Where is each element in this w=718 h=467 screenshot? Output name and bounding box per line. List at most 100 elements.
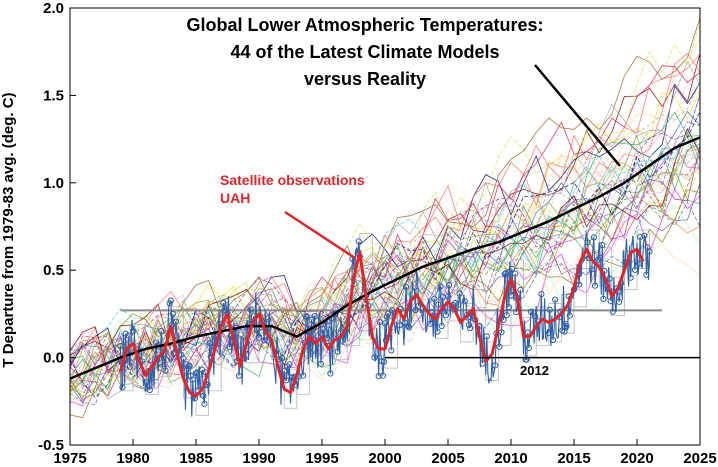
observation-point bbox=[129, 327, 137, 334]
observation-point bbox=[167, 297, 174, 304]
observation-point bbox=[153, 339, 160, 346]
observation-point bbox=[434, 328, 441, 335]
observation-point bbox=[616, 298, 623, 305]
x-tick-label: 1995 bbox=[305, 450, 338, 467]
observation-point bbox=[117, 342, 124, 350]
observation-point bbox=[226, 344, 233, 351]
observation-point bbox=[435, 301, 442, 308]
observation-point bbox=[627, 274, 634, 281]
observation-point bbox=[617, 288, 624, 295]
observation-point bbox=[201, 400, 208, 407]
observation-point bbox=[311, 313, 318, 320]
chart-title-line-1: Global Lower Atmospheric Temperatures: bbox=[186, 15, 543, 35]
observation-point bbox=[126, 363, 133, 370]
model-run-line bbox=[69, 17, 701, 419]
observation-point bbox=[452, 299, 459, 306]
observation-point bbox=[186, 362, 193, 369]
observation-point bbox=[498, 329, 505, 336]
observation-point bbox=[437, 283, 444, 290]
observation-point bbox=[527, 308, 535, 315]
observation-point bbox=[561, 328, 568, 335]
observation-point bbox=[388, 347, 395, 354]
observation-point bbox=[552, 296, 559, 303]
x-tick-label: 1980 bbox=[116, 450, 149, 467]
observation-point bbox=[466, 325, 474, 332]
observation-point bbox=[327, 370, 334, 377]
observation-point bbox=[609, 308, 616, 315]
observation-point bbox=[504, 269, 511, 276]
observation-point bbox=[371, 354, 378, 361]
observation-point bbox=[538, 291, 545, 298]
observation-point bbox=[505, 304, 512, 311]
observation-point bbox=[334, 348, 341, 355]
observations-pointer bbox=[284, 210, 356, 260]
y-axis-label: T Departure from 1979-83 avg. (deg. C) bbox=[0, 92, 17, 367]
observation-point bbox=[442, 312, 449, 319]
observation-point bbox=[606, 275, 613, 282]
observations-label-line-1: Satellite observations bbox=[220, 172, 365, 188]
observation-point bbox=[646, 248, 653, 255]
x-tick-label: 2005 bbox=[431, 450, 464, 467]
observation-point bbox=[279, 355, 286, 362]
observation-point bbox=[406, 324, 413, 331]
observation-point bbox=[304, 314, 311, 321]
x-tick-label: 2025 bbox=[683, 450, 716, 467]
observation-point bbox=[576, 281, 583, 288]
x-tick-label: 2020 bbox=[620, 450, 653, 467]
model-run-line bbox=[69, 203, 701, 402]
observation-point bbox=[146, 386, 153, 394]
model-run-line bbox=[69, 121, 701, 370]
observation-point bbox=[525, 344, 532, 352]
observation-point bbox=[517, 286, 524, 293]
observation-point bbox=[412, 307, 419, 314]
year-2012-label: 2012 bbox=[520, 363, 549, 378]
observation-point bbox=[192, 370, 200, 377]
y-tick-label: 1.0 bbox=[43, 175, 64, 192]
y-tick-label: -0.5 bbox=[38, 437, 64, 454]
model-run-line bbox=[69, 53, 701, 391]
observation-point bbox=[607, 298, 614, 305]
observation-point bbox=[283, 377, 290, 384]
observation-point bbox=[247, 306, 254, 313]
model-run-line bbox=[69, 148, 701, 378]
observation-point bbox=[319, 325, 327, 332]
observation-point bbox=[545, 329, 552, 336]
model-run-line bbox=[69, 22, 701, 399]
observation-point bbox=[600, 295, 607, 302]
observation-point bbox=[193, 369, 201, 376]
observation-point bbox=[317, 360, 324, 367]
observation-point bbox=[235, 372, 243, 379]
observation-point bbox=[503, 312, 510, 319]
observations-smoothed bbox=[118, 247, 645, 398]
x-tick-label: 2015 bbox=[557, 450, 590, 467]
observation-point bbox=[355, 238, 362, 245]
observation-point bbox=[431, 295, 438, 302]
observation-point bbox=[508, 265, 516, 272]
observation-point bbox=[636, 260, 643, 267]
x-tick-label: 1985 bbox=[179, 450, 212, 467]
observation-point bbox=[483, 333, 490, 340]
observation-point bbox=[507, 292, 515, 299]
observation-point bbox=[220, 300, 227, 307]
observation-point bbox=[532, 313, 539, 320]
observation-point bbox=[415, 302, 422, 309]
y-tick-label: 0.5 bbox=[43, 262, 64, 279]
model-run-line bbox=[69, 153, 701, 366]
observation-point bbox=[643, 271, 650, 278]
observation-point bbox=[549, 336, 557, 344]
observation-point bbox=[599, 241, 606, 249]
observation-point bbox=[162, 367, 169, 374]
x-tick-label: 1975 bbox=[53, 450, 86, 467]
observation-point bbox=[588, 266, 595, 273]
observation-point bbox=[631, 266, 639, 273]
y-tick-label: 1.5 bbox=[43, 87, 64, 104]
observation-point bbox=[496, 343, 503, 350]
observation-point bbox=[465, 321, 473, 328]
observation-point bbox=[375, 373, 382, 380]
observation-point bbox=[597, 254, 604, 261]
observation-point bbox=[385, 310, 392, 317]
observation-point bbox=[206, 340, 213, 347]
observation-point bbox=[172, 318, 180, 325]
